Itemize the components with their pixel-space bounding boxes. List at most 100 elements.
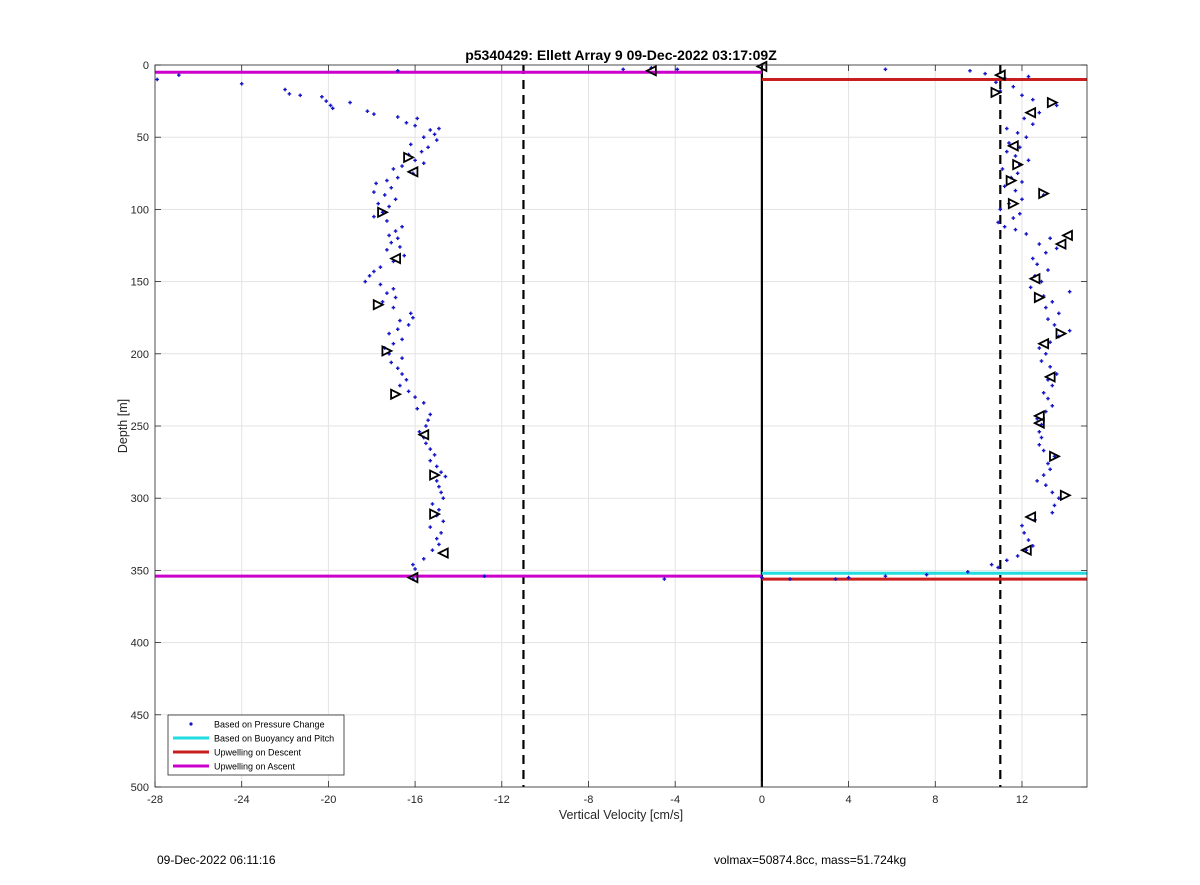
triangle-marker — [1006, 139, 1019, 152]
data-point — [1020, 180, 1024, 184]
data-point — [434, 138, 439, 142]
data-point — [432, 453, 437, 457]
data-point — [1013, 154, 1018, 158]
y-axis-label: Depth [m] — [116, 399, 130, 453]
data-point — [441, 496, 446, 500]
data-point — [283, 87, 287, 92]
data-point — [439, 490, 443, 495]
triangle-markers — [372, 60, 1073, 584]
x-tick-label: 8 — [932, 794, 938, 806]
data-point — [400, 224, 404, 229]
legend-entry: Based on Buoyancy and Pitch — [173, 734, 334, 744]
data-point — [378, 282, 383, 287]
data-point — [428, 525, 433, 529]
data-point — [395, 175, 400, 180]
data-point — [421, 401, 426, 405]
data-point — [320, 94, 324, 99]
data-point — [330, 106, 335, 111]
footer-datetime: 09-Dec-2022 06:11:16 — [157, 853, 276, 867]
data-point — [1052, 323, 1057, 327]
data-point — [1000, 167, 1005, 171]
data-point — [365, 109, 370, 114]
data-point — [1044, 305, 1048, 310]
data-point — [1013, 188, 1018, 193]
x-tick-label: 0 — [759, 794, 765, 806]
data-point — [965, 570, 970, 574]
data-point — [434, 536, 439, 541]
data-point — [1039, 435, 1044, 440]
data-point — [1024, 548, 1029, 552]
x-tick-label: -24 — [234, 794, 250, 806]
triangle-marker — [389, 252, 401, 265]
data-point — [1013, 227, 1018, 232]
data-point — [430, 502, 435, 506]
legend-swatch — [189, 722, 193, 726]
data-point — [426, 418, 430, 423]
legend-label: Based on Pressure Change — [214, 720, 325, 730]
data-point — [434, 479, 439, 483]
data-point — [1026, 158, 1031, 163]
data-point — [372, 214, 376, 219]
data-point — [380, 300, 385, 304]
data-point — [428, 447, 433, 451]
data-point — [395, 327, 400, 332]
data-point — [239, 81, 244, 86]
legend-label: Based on Buoyancy and Pitch — [214, 734, 334, 744]
data-point — [406, 389, 411, 394]
data-point — [1057, 311, 1061, 316]
data-point — [1015, 554, 1020, 558]
y-tick-label: 450 — [131, 710, 149, 722]
data-point — [374, 181, 378, 186]
data-point — [1031, 122, 1035, 127]
data-point — [760, 575, 764, 580]
data-point — [1037, 242, 1042, 246]
data-point — [408, 311, 413, 316]
data-point — [391, 341, 396, 346]
data-point — [1048, 236, 1052, 241]
data-point — [400, 356, 404, 360]
triangle-marker — [1024, 106, 1037, 119]
data-point — [413, 123, 417, 128]
data-point — [1048, 364, 1052, 369]
triangle-marker — [417, 428, 430, 441]
data-point — [1018, 211, 1022, 216]
data-point — [1041, 448, 1046, 453]
triangle-marker — [372, 298, 385, 311]
data-point — [1046, 461, 1050, 466]
data-point — [1050, 403, 1055, 408]
triangle-marker — [1028, 272, 1041, 285]
data-point — [398, 245, 402, 249]
y-tick-label: 100 — [131, 204, 149, 216]
y-tick-label: 150 — [131, 277, 149, 289]
data-point — [439, 531, 443, 535]
data-point — [1024, 232, 1029, 236]
data-point — [1039, 359, 1044, 363]
data-point — [1035, 479, 1039, 483]
data-point — [996, 220, 1000, 225]
data-point — [324, 99, 329, 103]
data-point — [393, 295, 398, 300]
y-tick-label: 300 — [131, 493, 149, 505]
data-point — [417, 429, 422, 434]
triangle-marker — [429, 508, 442, 521]
data-point — [177, 73, 181, 77]
data-point — [1026, 538, 1031, 542]
data-point — [1026, 74, 1031, 79]
data-point — [404, 377, 409, 382]
triangle-marker — [1059, 489, 1072, 502]
data-point — [389, 185, 394, 190]
data-point — [1044, 483, 1048, 488]
triangle-marker — [436, 547, 449, 560]
data-point — [1052, 503, 1057, 508]
triangle-marker — [1032, 417, 1045, 430]
data-point — [408, 142, 413, 147]
data-point — [1037, 110, 1042, 115]
data-point — [1050, 300, 1055, 304]
data-point — [1044, 352, 1048, 356]
data-point — [421, 161, 426, 165]
x-tick-label: -28 — [147, 794, 163, 806]
data-point — [434, 464, 439, 469]
triangle-marker — [1005, 174, 1018, 187]
data-point — [348, 100, 352, 105]
data-point — [788, 577, 792, 581]
